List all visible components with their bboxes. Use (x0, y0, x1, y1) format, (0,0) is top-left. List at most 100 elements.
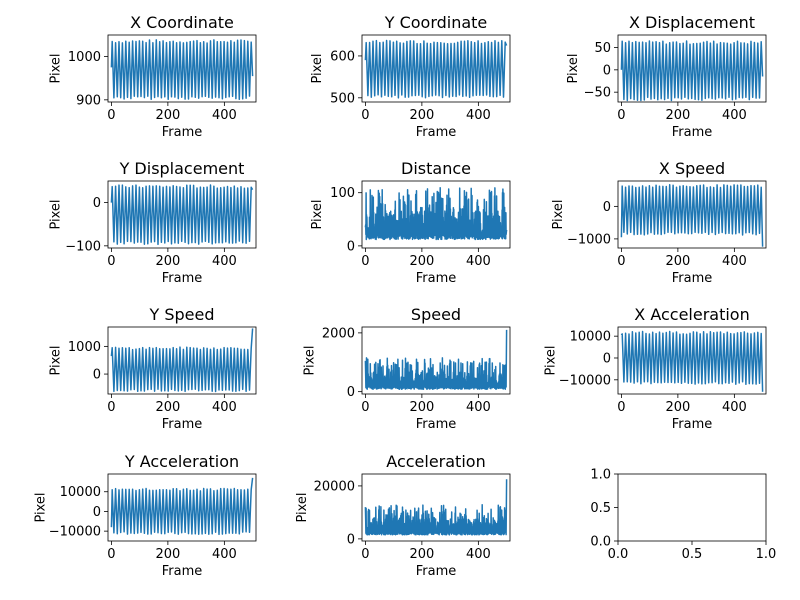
chart-8-title: Speed (411, 305, 461, 324)
chart-1-x-tick-label: 200 (155, 108, 180, 123)
chart-8-series-line (364, 329, 508, 391)
chart-6-title: X Speed (659, 159, 725, 178)
chart-2-y-tick-label: 600 (330, 49, 355, 64)
chart-10-axes-frame (107, 473, 257, 542)
chart-9-y-tick-label: −10000 (559, 373, 611, 388)
chart-3-y-tick-label: 0 (603, 63, 611, 78)
chart-9-title: X Acceleration (634, 305, 749, 324)
chart-9-x-axis-label: Frame (672, 417, 713, 432)
chart-11-axes-frame (361, 473, 511, 542)
chart-6-x-tick-label: 400 (722, 254, 747, 269)
chart-10-x-axis-label: Frame (162, 564, 203, 579)
chart-12-y-tick-label: 1.0 (590, 468, 611, 483)
chart-6-axes-frame (617, 180, 767, 249)
chart-6-x-tick-label: 200 (665, 254, 690, 269)
chart-12-axes-frame (617, 473, 767, 542)
chart-10-title: Y Acceleration (124, 452, 239, 471)
chart-11-y-axis-label: Pixel (295, 492, 310, 522)
chart-7-series-line (110, 328, 254, 393)
chart-6-y-tick-label: −1000 (567, 232, 611, 247)
chart-1-x-tick-label: 400 (212, 108, 237, 123)
chart-11-title: Acceleration (386, 452, 485, 471)
chart-2-x-tick-label: 200 (409, 108, 434, 123)
chart-10-x-tick-label: 0 (107, 547, 115, 562)
chart-10-y-tick-label: −10000 (49, 525, 101, 540)
chart-3-y-tick-label: −50 (584, 86, 611, 101)
chart-7-y-tick-label: 1000 (68, 340, 101, 355)
chart-2-x-tick-label: 400 (466, 108, 491, 123)
chart-12-y-tick-label: 0.0 (590, 535, 611, 550)
chart-4-x-tick-label: 200 (155, 254, 180, 269)
chart-9-axes-frame (617, 326, 767, 395)
chart-11-x-tick-label: 0 (361, 547, 369, 562)
chart-11-series-line (364, 479, 508, 536)
chart-10-y-tick-label: 10000 (60, 485, 101, 500)
chart-2-x-tick-label: 0 (361, 108, 369, 123)
chart-4-y-tick-label: −100 (65, 239, 101, 254)
chart-8-x-tick-label: 400 (466, 400, 491, 415)
chart-4-y-tick-label: 0 (93, 196, 101, 211)
chart-4-title: Y Displacement (119, 159, 245, 178)
chart-10-x-tick-label: 200 (155, 547, 180, 562)
chart-3-x-tick-label: 0 (617, 108, 625, 123)
chart-1-x-axis-label: Frame (162, 125, 203, 140)
chart-2-title: Y Coordinate (384, 13, 488, 32)
chart-1-y-axis-label: Pixel (49, 53, 64, 83)
chart-7-x-axis-label: Frame (162, 417, 203, 432)
chart-8-y-tick-label: 2000 (322, 326, 355, 341)
chart-7-x-tick-label: 0 (107, 400, 115, 415)
chart-12-x-tick-label: 1.0 (756, 547, 777, 562)
chart-1-y-tick-label: 1000 (68, 50, 101, 65)
chart-3-x-axis-label: Frame (672, 125, 713, 140)
chart-3-series-line (620, 40, 764, 102)
chart-4-x-tick-label: 0 (107, 254, 115, 269)
chart-5-x-axis-label: Frame (416, 271, 457, 286)
chart-1-axes-frame (107, 34, 257, 103)
chart-9-x-tick-label: 400 (722, 400, 747, 415)
chart-10-series-line (110, 477, 254, 536)
chart-4-x-axis-label: Frame (162, 271, 203, 286)
chart-5-title: Distance (401, 159, 471, 178)
chart-5-x-tick-label: 200 (409, 254, 434, 269)
chart-8-x-tick-label: 0 (361, 400, 369, 415)
chart-7-y-tick-label: 0 (93, 368, 101, 383)
chart-6-x-axis-label: Frame (672, 271, 713, 286)
chart-4-axes-frame (107, 180, 257, 249)
chart-8-axes-frame (361, 326, 511, 395)
chart-2-y-axis-label: Pixel (310, 53, 325, 83)
chart-5-y-tick-label: 0 (347, 239, 355, 254)
chart-1-title: X Coordinate (130, 13, 234, 32)
chart-7-title: Y Speed (148, 305, 214, 324)
chart-6-y-tick-label: 0 (603, 200, 611, 215)
chart-10-y-axis-label: Pixel (33, 492, 48, 522)
chart-2-y-tick-label: 500 (330, 91, 355, 106)
chart-8-y-tick-label: 0 (347, 385, 355, 400)
chart-1-y-tick-label: 900 (76, 93, 101, 108)
chart-4-series-line (110, 184, 254, 246)
chart-6-series-line (620, 184, 764, 247)
chart-4-y-axis-label: Pixel (49, 199, 64, 229)
chart-9-y-tick-label: 10000 (570, 330, 611, 345)
chart-2-series-line (364, 39, 508, 99)
chart-11-y-tick-label: 0 (347, 532, 355, 547)
chart-11-x-tick-label: 200 (409, 547, 434, 562)
chart-1-series-line (110, 39, 254, 101)
chart-2-axes-frame (361, 34, 511, 103)
chart-8-x-axis-label: Frame (416, 417, 457, 432)
chart-8-y-axis-label: Pixel (303, 345, 318, 375)
chart-7-x-tick-label: 200 (155, 400, 180, 415)
chart-7-y-axis-label: Pixel (49, 345, 64, 375)
chart-8-x-tick-label: 200 (409, 400, 434, 415)
chart-3-x-tick-label: 400 (722, 108, 747, 123)
chart-7-x-tick-label: 400 (212, 400, 237, 415)
chart-11-x-tick-label: 400 (466, 547, 491, 562)
chart-6-x-tick-label: 0 (617, 254, 625, 269)
chart-5-y-tick-label: 100 (330, 186, 355, 201)
chart-5-y-axis-label: Pixel (310, 199, 325, 229)
chart-11-y-tick-label: 20000 (314, 479, 355, 494)
chart-9-series-line (620, 330, 764, 392)
chart-11-x-axis-label: Frame (416, 564, 457, 579)
chart-5-series-line (364, 187, 508, 241)
chart-5-x-tick-label: 400 (466, 254, 491, 269)
